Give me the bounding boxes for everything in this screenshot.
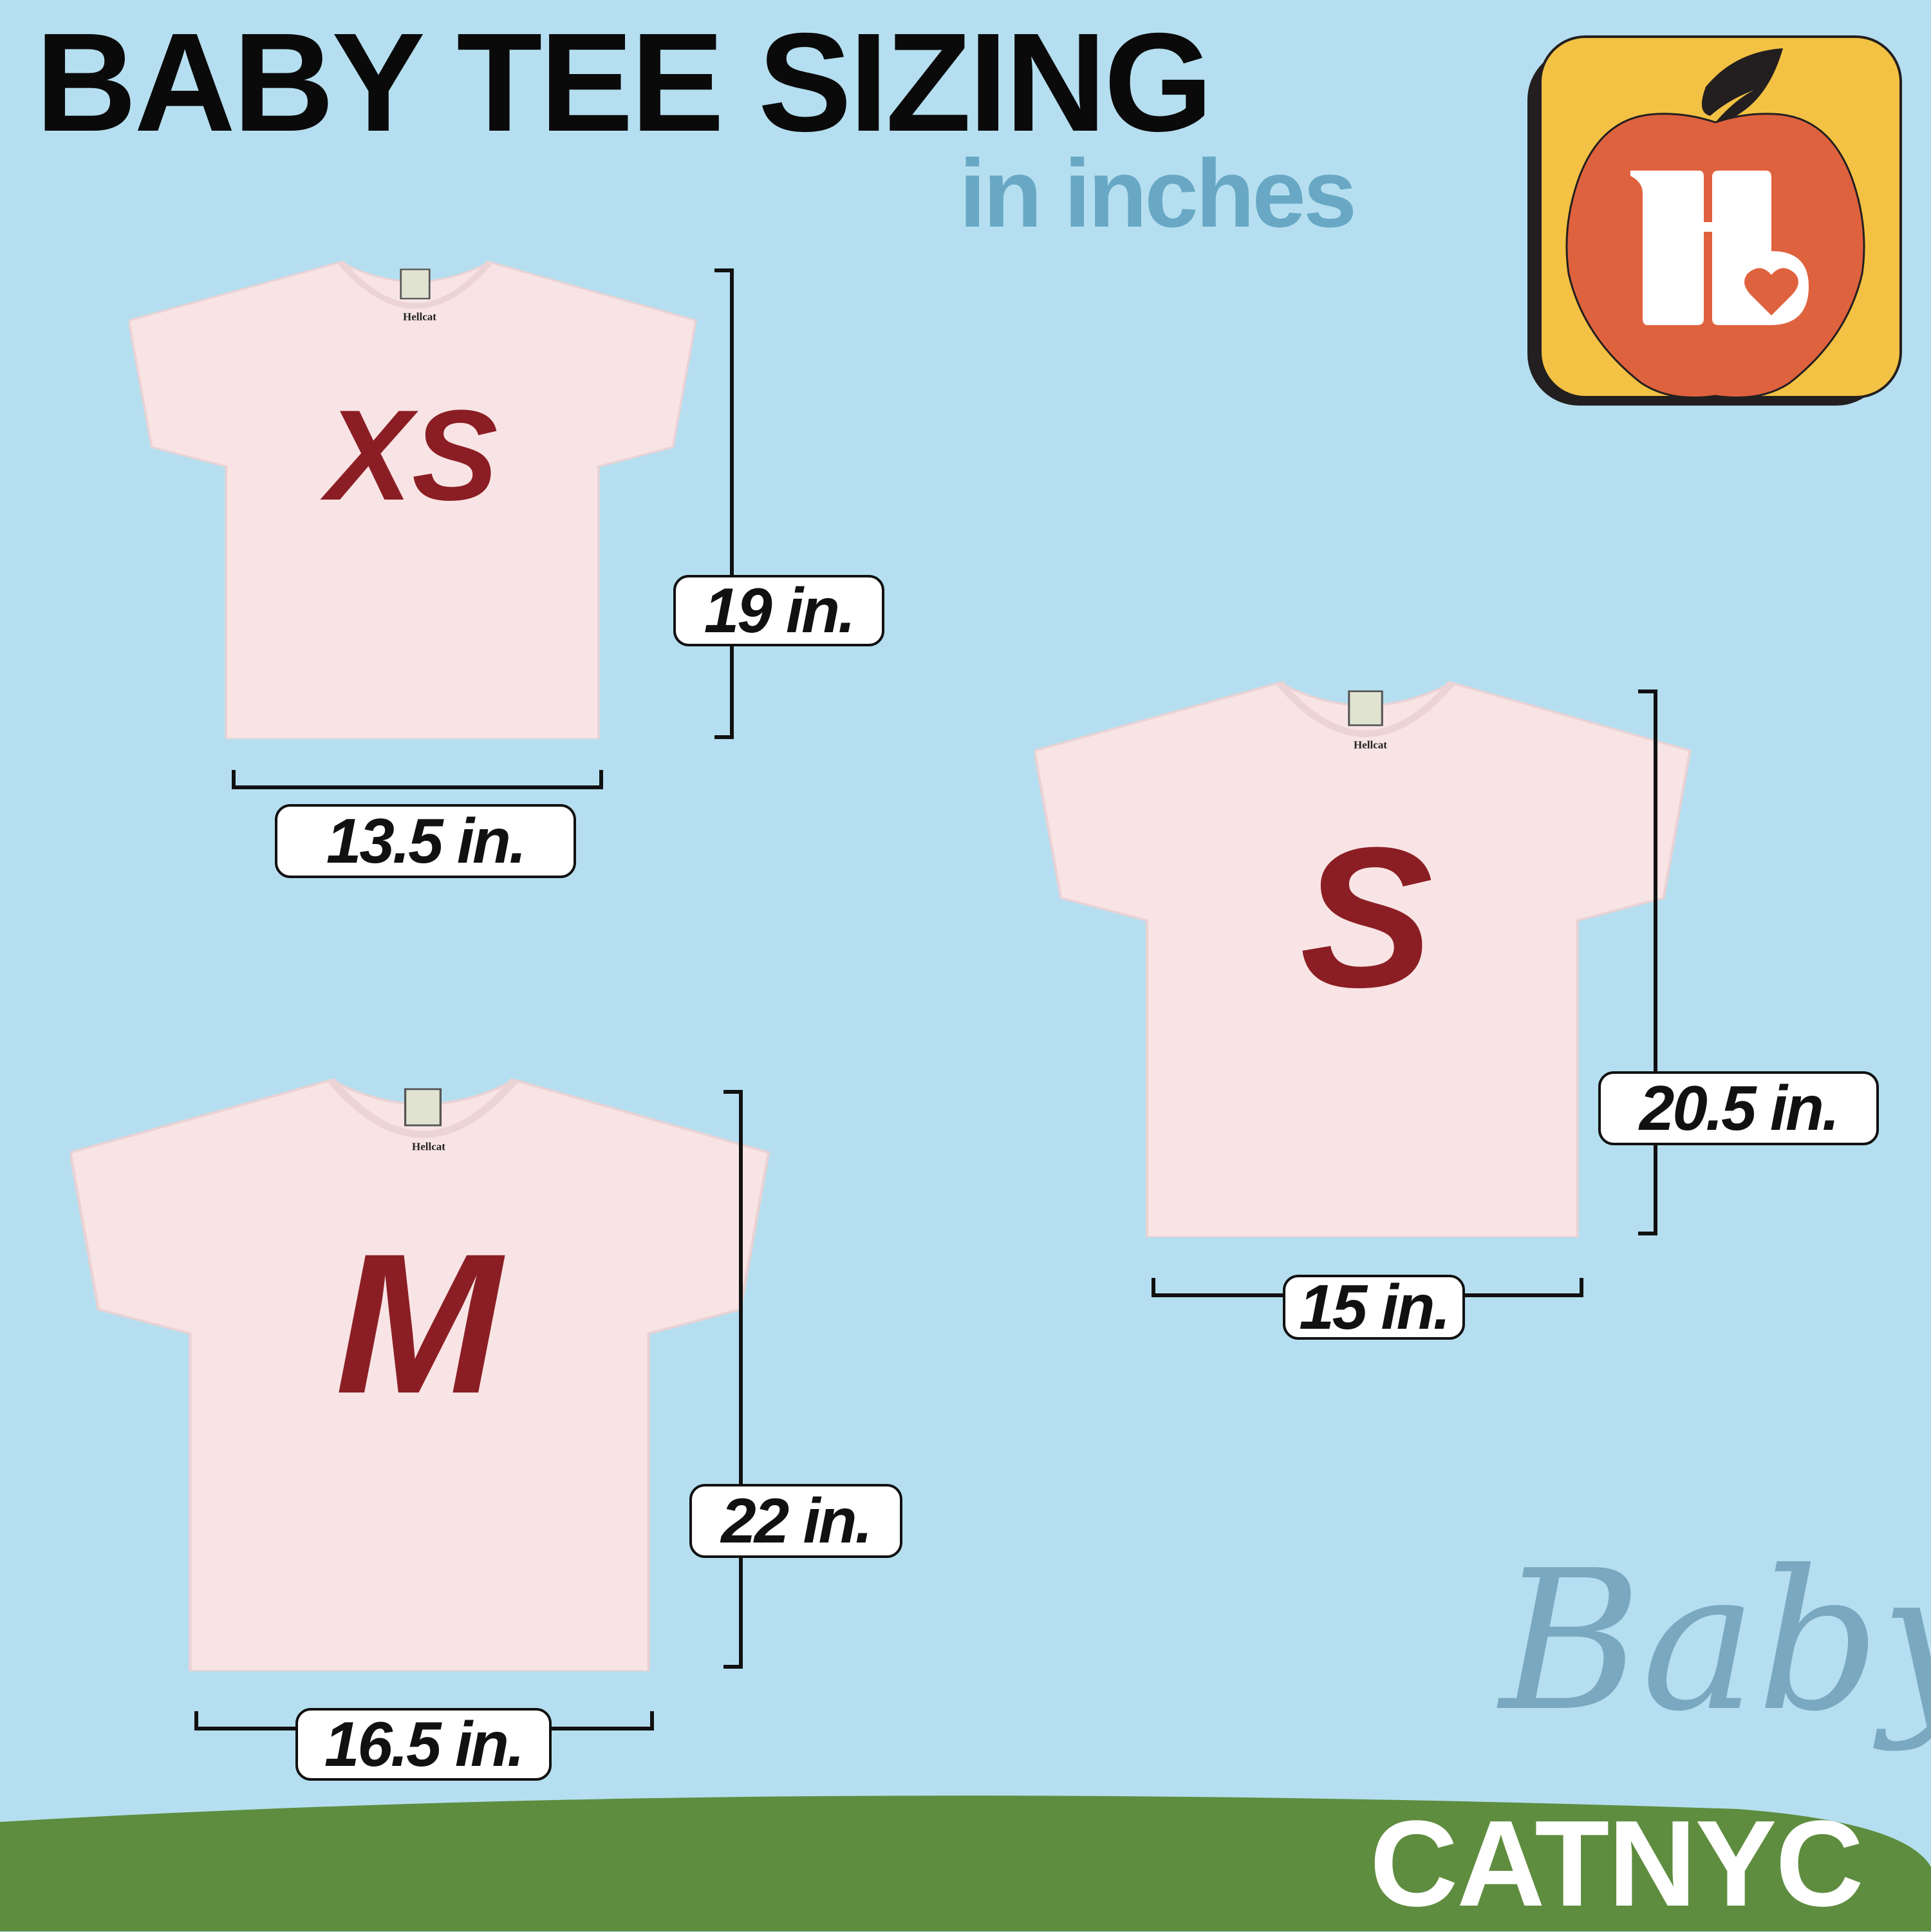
width-dimension-line-xs — [232, 766, 603, 789]
neck-tag-text-m: Hellcat — [412, 1140, 445, 1153]
neck-tag — [400, 268, 431, 299]
width-label-m: 16.5 in. — [295, 1708, 552, 1781]
apple-heart-h-logo — [1522, 23, 1908, 409]
width-label-s: 15 in. — [1283, 1271, 1465, 1342]
height-label-s: 20.5 in. — [1598, 1071, 1879, 1145]
page-subtitle: in inches — [959, 139, 1357, 247]
height-dimension-line-s — [1634, 689, 1657, 1235]
size-label-s: S — [1300, 805, 1433, 1029]
height-label-m: 22 in. — [689, 1484, 902, 1558]
tee-m — [70, 1068, 776, 1671]
height-label-xs: 19 in. — [673, 575, 884, 646]
size-label-m: M — [335, 1212, 502, 1435]
neck-tag-text-s: Hellcat — [1354, 738, 1387, 751]
tee-xs — [129, 252, 702, 739]
page-title: BABY TEE SIZING — [35, 5, 1213, 161]
baby-script-text: Baby — [1500, 1529, 1931, 1754]
brand-name: CATNYC — [1370, 1796, 1864, 1932]
neck-tag-text-xs: Hellcat — [403, 310, 436, 323]
neck-tag — [1348, 690, 1383, 726]
height-dimension-line-m — [720, 1090, 743, 1669]
width-label-xs: 13.5 in. — [275, 804, 576, 878]
height-dimension-line-xs — [711, 268, 734, 739]
size-label-xs: XS — [326, 384, 498, 527]
neck-tag — [404, 1088, 442, 1127]
tee-s — [1034, 671, 1697, 1237]
